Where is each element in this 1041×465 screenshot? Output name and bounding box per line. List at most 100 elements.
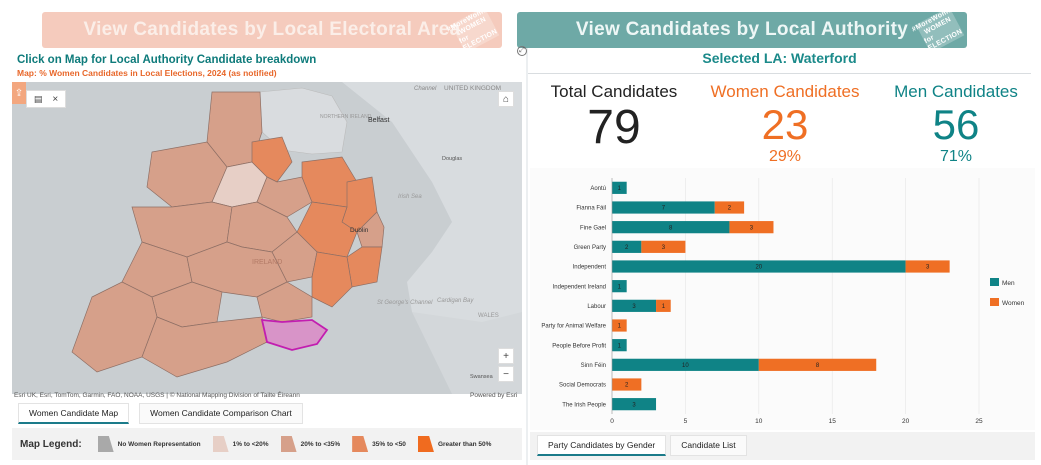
men-candidates-label: Men Candidates [894,82,1018,101]
category-label: Aontú [590,186,606,192]
bar-value-label: 1 [662,304,666,310]
bar-women[interactable] [714,201,745,214]
la-carlow-wexford[interactable] [311,251,353,308]
bar-men[interactable] [612,280,627,293]
legend-swatch-icon [212,436,229,452]
map-subtitle: Map: % Women Candidates in Local Electio… [17,68,277,78]
legend-swatch-icon [352,436,369,452]
legend-item: Greater than 50% [417,436,491,452]
bar-women[interactable] [612,378,642,391]
zoom-out-button[interactable]: − [498,366,514,382]
close-icon[interactable]: × [52,93,59,105]
men-candidates-value: 56 [932,101,980,148]
bar-men[interactable] [612,201,715,214]
banner-la-label: View Candidates by Local Authority [575,19,909,40]
left-tabs: Women Candidate Map Women Candidate Comp… [18,403,303,424]
bar-men[interactable] [612,240,642,253]
legend-label-men: Men [1002,280,1015,287]
bar-value-label: 10 [682,363,689,369]
women-candidates-label: Women Candidates [710,82,860,101]
x-tick-label: 10 [755,418,763,425]
expand-icon[interactable]: ⤢ [517,46,527,56]
legend-swatch-men [990,278,999,286]
label-channel: Channel [414,86,437,92]
map-title: Click on Map for Local Authority Candida… [17,54,317,66]
category-label: Fine Gael [580,225,606,231]
tab-candidate-list[interactable]: Candidate List [670,435,747,456]
category-label: Green Party [574,245,606,251]
party-gender-chart: 0 5 10 15 20 25 Aontú 1 Fianna Fáil 7 2 Fine Gael 8 3… [530,168,1035,430]
label-belfast: Belfast [368,117,389,124]
category-label: Labour [587,304,606,310]
la-waterford-selected[interactable] [260,318,329,351]
category-label: Party for Animal Welfare [541,324,606,330]
legend-swatch-icon [97,436,114,452]
bar-women[interactable] [905,260,950,273]
britain-landmass [342,82,522,394]
kpi-women: Women Candidates 23 29% [705,82,865,166]
share-icon[interactable]: ⇪ [12,82,26,104]
local-authority-areas[interactable] [71,91,385,378]
bar-women[interactable] [758,358,877,371]
view-by-lea-button[interactable]: View Candidates by Local Electoral Area … [42,4,502,54]
women-candidates-value: 23 [761,101,809,148]
zoom-in-button[interactable]: + [498,348,514,364]
chart-svg: 0 5 10 15 20 25 Aontú 1 Fianna Fáil 7 2 Fine Gael 8 3… [541,178,1025,425]
bar-value-label: 1 [618,284,622,290]
category-label: The Irish People [562,402,606,408]
legend-swatch-women [990,298,999,306]
label-ireland: IRELAND [252,259,282,266]
powered-by-esri[interactable]: Powered by Esri [470,392,518,399]
bar-value-label: 3 [662,245,666,251]
bar-women[interactable] [729,221,774,234]
bar-value-label: 3 [632,402,636,408]
x-tick-label: 25 [975,418,983,425]
category-label: People Before Profit [552,343,606,349]
bar-men[interactable] [612,260,906,273]
x-tick-label: 5 [684,418,688,425]
legend-item: 35% to <50 [352,436,406,452]
la-cork[interactable] [141,316,268,378]
map-legend: Map Legend: No Women Representation 1% t… [12,428,522,460]
table-icon[interactable]: ▤ [33,93,43,104]
legend-title: Map Legend: [20,438,82,450]
title-rule [528,73,1031,74]
category-label: Fianna Fáil [576,206,606,212]
bar-women[interactable] [641,240,686,253]
label-irish-sea: Irish Sea [398,194,422,200]
bar-men[interactable] [612,299,657,312]
bar-men[interactable] [612,221,730,234]
right-tabs: Party Candidates by Gender Candidate Lis… [537,435,747,456]
map-view[interactable]: Channel UNITED KINGDOM NORTHERN IRELAND … [12,82,522,394]
la-wicklow[interactable] [346,246,383,288]
legend-item: No Women Representation [97,436,201,452]
selected-la-title: Selected LA: Waterford [702,50,857,66]
bar-value-label: 8 [669,225,673,231]
label-st-georges-channel: St George's Channel [377,300,433,306]
bar-men[interactable] [612,358,759,371]
tab-women-candidate-comparison-chart[interactable]: Women Candidate Comparison Chart [139,403,303,424]
women-for-election-badge: #MoreWomen WOMEN for ELECTION [445,4,500,54]
panel-divider [526,48,528,465]
tab-women-candidate-map[interactable]: Women Candidate Map [18,403,130,424]
bar-men[interactable] [612,339,627,352]
bar-women[interactable] [656,299,671,312]
map-attribution: Esri UK, Esri, TomTom, Garmin, FAO, NOAA… [14,392,300,399]
home-icon[interactable]: ⌂ [498,91,514,107]
bar-men[interactable] [612,181,627,194]
bar-value-label: 8 [816,363,820,369]
total-candidates-value: 79 [587,101,641,154]
bar-value-label: 3 [750,225,754,231]
tab-party-candidates-by-gender[interactable]: Party Candidates by Gender [537,435,667,456]
bar-women[interactable] [612,319,627,332]
label-united-kingdom: UNITED KINGDOM [444,85,501,92]
total-candidates-label: Total Candidates [550,82,678,101]
la-dublin[interactable] [356,211,385,248]
ireland-map[interactable]: Channel UNITED KINGDOM NORTHERN IRELAND … [12,82,522,394]
label-northern-ireland: NORTHERN IRELAND [320,114,372,120]
bar-men[interactable] [612,398,657,411]
x-tick-label: 0 [610,418,614,425]
view-by-la-button[interactable]: View Candidates by Local Authority #More… [517,4,967,54]
bar-value-label: 2 [625,245,629,251]
label-swansea: Swansea [470,374,494,380]
